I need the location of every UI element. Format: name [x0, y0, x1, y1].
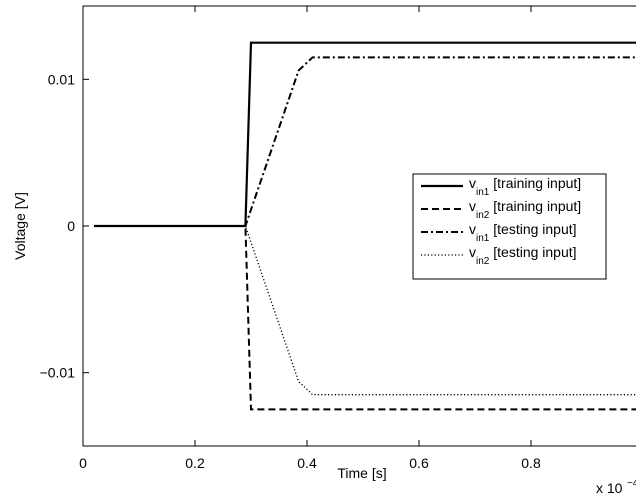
legend-entry-3: vin1 [testing input] — [469, 221, 577, 244]
series-line-2 — [94, 225, 636, 411]
x-tick-label: 0.8 — [521, 455, 541, 471]
x-tick-label: 0.6 — [409, 455, 429, 471]
legend-entry-1: vin1 [training input] — [469, 175, 581, 198]
legend-box — [412, 173, 607, 280]
y-tick-label: 0 — [67, 218, 75, 234]
x-axis-label: Time [s] — [337, 465, 386, 481]
y-tick-label: 0.01 — [48, 71, 75, 87]
x-tick-label: 0 — [79, 455, 87, 471]
x-multiplier: x 10 −4 — [596, 478, 636, 496]
x-multiplier-base: x 10 — [596, 480, 623, 496]
y-axis-label: Voltage [V] — [12, 192, 28, 260]
x-tick-label: 0.4 — [297, 455, 317, 471]
x-tick-label: 0.2 — [185, 455, 205, 471]
legend-entry-2: vin2 [training input] — [469, 198, 581, 221]
axis-ticks: 0 0.2 0.4 0.6 0.8 −0.01 0 0.01 — [40, 6, 541, 471]
legend-entry-4: vin2 [testing input] — [469, 244, 577, 267]
y-tick-label: −0.01 — [40, 365, 76, 381]
series-line-3 — [94, 56, 636, 227]
series-group — [94, 41, 636, 411]
legend: vin1 [training input]vin2 [training inpu… — [412, 173, 607, 280]
x-multiplier-exponent: −4 — [627, 478, 636, 489]
